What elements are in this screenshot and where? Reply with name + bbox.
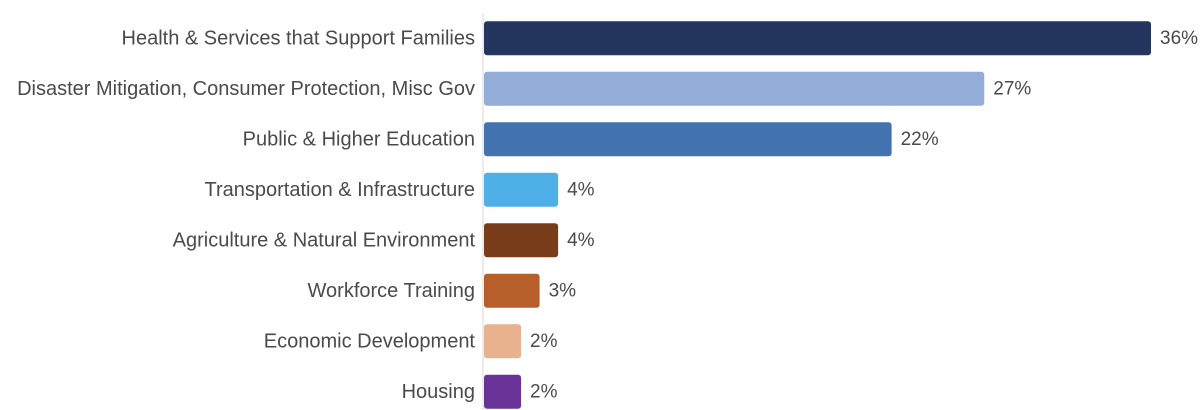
bars-group: Health & Services that Support Families 3… xyxy=(17,21,1198,409)
category-label: Economic Development xyxy=(264,330,476,352)
value-label: 36% xyxy=(1160,28,1198,49)
bar xyxy=(484,21,1151,56)
value-label: 3% xyxy=(549,280,577,301)
bar xyxy=(484,223,559,258)
value-label: 4% xyxy=(567,179,595,200)
category-label: Health & Services that Support Families xyxy=(122,27,476,49)
category-label: Transportation & Infrastructure xyxy=(205,179,476,201)
value-label: 2% xyxy=(530,331,558,352)
value-label: 27% xyxy=(993,78,1031,99)
value-label: 22% xyxy=(901,129,939,150)
category-label: Housing xyxy=(402,381,475,403)
bar xyxy=(484,172,559,207)
category-label: Agriculture & Natural Environment xyxy=(173,229,476,251)
category-label: Workforce Training xyxy=(308,280,475,302)
category-label: Public & Higher Education xyxy=(243,128,475,150)
bar xyxy=(484,324,522,359)
bar xyxy=(484,71,985,106)
value-label: 4% xyxy=(567,230,595,251)
bar xyxy=(484,273,540,308)
category-label: Disaster Mitigation, Consumer Protection… xyxy=(17,78,475,100)
bar xyxy=(484,374,522,409)
bar xyxy=(484,122,892,157)
value-label: 2% xyxy=(530,381,558,402)
